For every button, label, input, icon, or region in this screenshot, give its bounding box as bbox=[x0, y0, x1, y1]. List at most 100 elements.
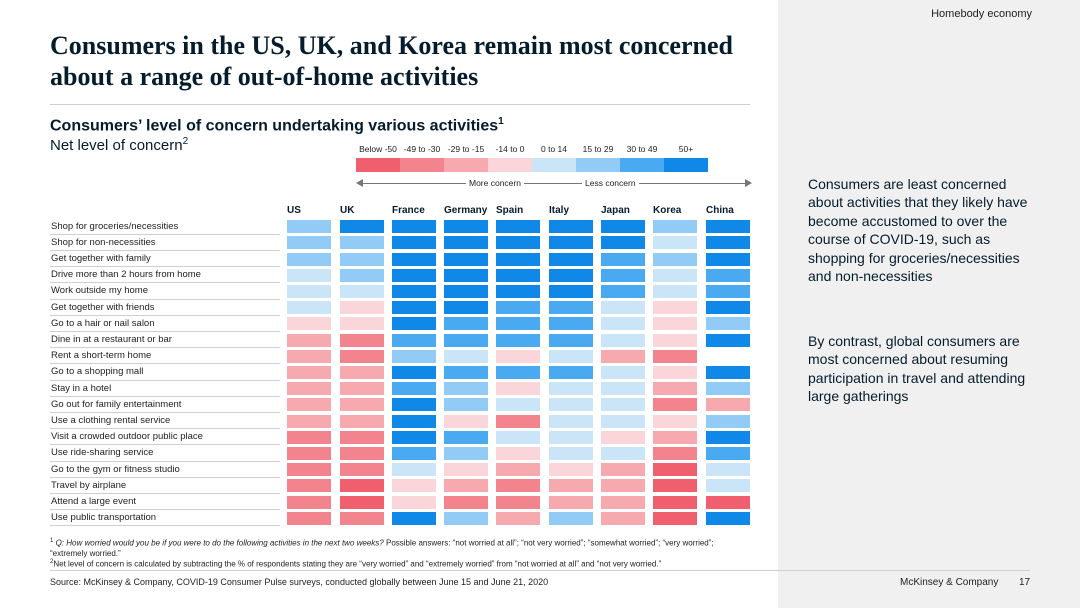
heatmap-cell bbox=[287, 317, 331, 331]
heatmap-cell bbox=[392, 301, 436, 315]
heatmap-cell bbox=[340, 301, 384, 315]
legend-swatches bbox=[356, 158, 752, 172]
heatmap-cell bbox=[496, 285, 540, 298]
heatmap-cell bbox=[601, 366, 645, 379]
heatmap-cell bbox=[496, 349, 540, 363]
legend-label: -49 to -30 bbox=[403, 144, 441, 154]
heatmap-cell bbox=[392, 463, 436, 477]
heatmap-cell bbox=[601, 268, 645, 282]
heatmap-cell bbox=[496, 333, 540, 347]
heatmap-cell bbox=[392, 252, 436, 266]
heatmap-cell bbox=[601, 495, 645, 509]
heatmap-cell bbox=[601, 236, 645, 250]
column-header: UK bbox=[340, 205, 355, 216]
heatmap-cell bbox=[444, 447, 488, 460]
heatmap-cell bbox=[287, 382, 331, 396]
heatmap-cell bbox=[444, 366, 488, 379]
heatmap-cell bbox=[496, 463, 540, 477]
heatmap-cell bbox=[340, 414, 384, 428]
heatmap-cell bbox=[340, 333, 384, 347]
concern-direction-arrow: More concern Less concern bbox=[356, 176, 752, 192]
heatmap-cell bbox=[392, 285, 436, 298]
subtitle-footnote-marker: 1 bbox=[498, 116, 504, 127]
legend-label: Below -50 bbox=[359, 144, 397, 154]
row-label: Go to the gym or fitness studio bbox=[50, 462, 280, 478]
heatmap-cell bbox=[392, 317, 436, 331]
heatmap-cell bbox=[549, 333, 593, 347]
legend-label: -14 to 0 bbox=[495, 144, 525, 154]
footnote-1-marker: 1 bbox=[50, 538, 54, 544]
heatmap-cell bbox=[392, 382, 436, 396]
brand-name: McKinsey & Company bbox=[900, 577, 999, 588]
heatmap-cell bbox=[549, 301, 593, 315]
heatmap-cell bbox=[601, 463, 645, 477]
heatmap-cell bbox=[340, 349, 384, 363]
heatmap-cell bbox=[392, 495, 436, 509]
heatmap-cell bbox=[496, 414, 540, 428]
arrow-left-icon bbox=[356, 179, 363, 187]
heatmap-cell bbox=[444, 301, 488, 315]
heatmap-cell bbox=[653, 236, 697, 250]
heatmap-cell bbox=[653, 349, 697, 363]
legend-label: 50+ bbox=[678, 144, 694, 154]
heatmap-cell bbox=[549, 366, 593, 379]
chart-subtitle: Consumers’ level of concern undertaking … bbox=[50, 116, 504, 135]
legend-swatch bbox=[620, 158, 664, 172]
heatmap-cell bbox=[444, 479, 488, 493]
heatmap-cell bbox=[653, 511, 697, 525]
heatmap-cell bbox=[601, 447, 645, 460]
heatmap-cell bbox=[392, 333, 436, 347]
chart-measure-label: Net level of concern2 bbox=[50, 136, 188, 154]
less-concern-label: Less concern bbox=[582, 178, 639, 188]
analysis-paragraph-1: Consumers are least concerned about acti… bbox=[808, 176, 1028, 285]
heatmap-cell bbox=[706, 430, 750, 444]
row-label: Shop for groceries/necessities bbox=[50, 219, 280, 235]
heatmap-cell bbox=[706, 366, 750, 379]
source-note: Source: McKinsey & Company, COVID-19 Con… bbox=[50, 577, 549, 587]
heatmap-cell bbox=[706, 463, 750, 477]
heatmap-cell bbox=[549, 398, 593, 412]
heatmap-cell bbox=[601, 301, 645, 315]
title-divider bbox=[50, 104, 750, 105]
heatmap-cell bbox=[496, 268, 540, 282]
heatmap-cell bbox=[287, 463, 331, 477]
heatmap-cell bbox=[549, 236, 593, 250]
heatmap-cell bbox=[287, 301, 331, 315]
heatmap-cell bbox=[340, 463, 384, 477]
heatmap-cell bbox=[392, 430, 436, 444]
column-header: Italy bbox=[549, 205, 570, 216]
legend-swatch bbox=[400, 158, 444, 172]
heatmap-cell bbox=[549, 430, 593, 444]
heatmap-cell bbox=[496, 301, 540, 315]
heatmap-cell bbox=[287, 220, 331, 234]
heatmap-cell bbox=[392, 236, 436, 250]
heatmap-cell bbox=[706, 285, 750, 298]
heatmap-cell bbox=[706, 447, 750, 460]
row-label: Get together with friends bbox=[50, 300, 280, 316]
heatmap-cell bbox=[444, 463, 488, 477]
heatmap-cell bbox=[392, 366, 436, 379]
heatmap-cell bbox=[549, 349, 593, 363]
heatmap-cell bbox=[549, 382, 593, 396]
heatmap-cell bbox=[392, 511, 436, 525]
heatmap-cell bbox=[287, 511, 331, 525]
heatmap-cell bbox=[496, 511, 540, 525]
row-label: Drive more than 2 hours from home bbox=[50, 267, 280, 284]
color-legend: Below -50 -49 to -30 -29 to -15 -14 to 0 0 t… bbox=[356, 144, 752, 192]
footer-divider bbox=[50, 570, 1030, 571]
heatmap-cell bbox=[653, 220, 697, 234]
section-tag: Homebody economy bbox=[931, 8, 1032, 20]
row-label: Attend a large event bbox=[50, 494, 280, 511]
chart-subtitle-text: Consumers’ level of concern undertaking … bbox=[50, 117, 499, 135]
heatmap-cell bbox=[601, 430, 645, 444]
heatmap-cell bbox=[340, 366, 384, 379]
arrow-right-icon bbox=[745, 179, 752, 187]
heatmap-cell bbox=[444, 414, 488, 428]
heatmap-cell bbox=[653, 333, 697, 347]
heatmap-cell bbox=[653, 285, 697, 298]
heatmap-cell bbox=[444, 285, 488, 298]
row-label: Rent a short-term home bbox=[50, 348, 280, 365]
heatmap-cell bbox=[444, 511, 488, 525]
heatmap-cell bbox=[496, 220, 540, 234]
heatmap-cell bbox=[549, 220, 593, 234]
